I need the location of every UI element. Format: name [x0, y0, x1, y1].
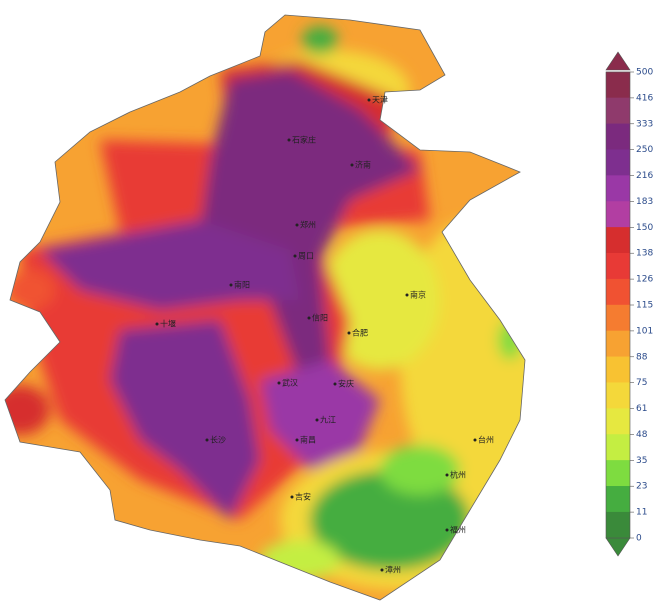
city-dot: [277, 381, 281, 385]
colorbar-label: 138: [636, 249, 653, 259]
city-dot: [405, 293, 409, 297]
city-dot: [229, 283, 233, 287]
city-dot: [333, 382, 337, 386]
city-dot: [350, 163, 354, 167]
city-dot: [287, 138, 291, 142]
colorbar-band: [606, 123, 630, 150]
city-dot: [473, 438, 477, 442]
colorbar-band: [606, 304, 630, 332]
colorbar-label: 150: [636, 223, 653, 233]
colorbar-label: 23: [636, 482, 647, 492]
colorbar-band: [606, 97, 630, 124]
city-label: 天津: [372, 95, 388, 105]
colorbar-band: [606, 408, 630, 435]
colorbar-label: 101: [636, 326, 653, 336]
colorbar-label: 115: [636, 301, 653, 311]
aqi-field: [5, 15, 525, 600]
city-label: 南阳: [234, 280, 250, 290]
colorbar-band: [606, 227, 630, 254]
colorbar-band: [606, 382, 630, 409]
colorbar-label: 183: [636, 197, 653, 207]
city-label: 石家庄: [292, 135, 316, 145]
city-dot: [155, 322, 159, 326]
city-dot: [445, 528, 449, 532]
city-dot: [307, 316, 311, 320]
colorbar-label: 333: [636, 119, 653, 129]
city-label: 十堰: [160, 319, 176, 329]
colorbar-label: 500: [636, 68, 653, 78]
colorbar-label: 0: [636, 534, 642, 544]
city-label: 周口: [298, 252, 314, 261]
city-label: 信阳: [312, 313, 328, 323]
colorbar-label: 48: [636, 430, 648, 440]
colorbar-band: [606, 149, 630, 176]
city-label: 合肥: [352, 328, 368, 338]
city-label: 杭州: [450, 470, 466, 480]
city-dot: [445, 473, 449, 477]
colorbar-band: [606, 460, 630, 487]
coastline: [4, 14, 526, 601]
city-dot: [380, 568, 384, 572]
colorbar-band: [606, 511, 630, 539]
city-label: 福州: [450, 526, 466, 535]
colorbar-band: [606, 71, 630, 99]
city-label: 漳州: [385, 565, 401, 575]
colorbar-band: [606, 201, 630, 228]
city-label: 台州: [478, 435, 494, 445]
colorbar-band: [606, 175, 630, 202]
colorbar-label: 75: [636, 378, 647, 388]
city-dot: [293, 254, 297, 258]
city-label: 郑州: [300, 220, 316, 230]
city-label: 武汉: [282, 378, 298, 388]
colorbar-label: 88: [636, 352, 648, 362]
colorbar-band: [606, 253, 630, 280]
city-label: 南京: [410, 290, 426, 300]
colorbar-band: [606, 486, 630, 513]
city-dot: [315, 418, 319, 422]
city-dot: [205, 438, 209, 442]
colorbar-label: 216: [636, 171, 653, 181]
city-dot: [295, 223, 299, 227]
colorbar-arrow-top: [605, 51, 631, 71]
colorbar-label: 61: [636, 404, 647, 414]
city-dot: [290, 495, 294, 499]
city-label: 长沙: [210, 435, 226, 445]
colorbar-label: 416: [636, 93, 653, 103]
city-label: 安庆: [338, 379, 354, 389]
colorbar-label: 250: [636, 145, 653, 155]
city-label: 九江: [320, 416, 336, 425]
city-label: 济南: [355, 160, 371, 170]
colorbar-band: [606, 278, 630, 306]
city-label: 南昌: [300, 435, 316, 445]
colorbar-band: [606, 356, 630, 383]
colorbar-label: 11: [636, 508, 647, 518]
colorbar-band: [606, 330, 630, 357]
colorbar-label: 35: [636, 456, 647, 466]
city-label: 吉安: [295, 492, 311, 502]
colorbar-label: 126: [636, 275, 653, 285]
colorbar-arrow-bottom: [605, 537, 631, 557]
city-dot: [295, 438, 299, 442]
colorbar-band: [606, 434, 630, 461]
city-dot: [367, 98, 371, 102]
city-dot: [347, 331, 351, 335]
